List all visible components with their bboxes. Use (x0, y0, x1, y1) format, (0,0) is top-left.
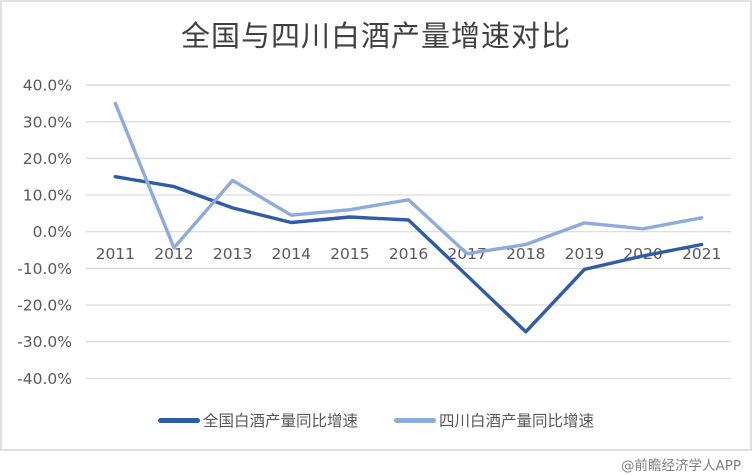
x-axis-tick-label: 2011 (96, 245, 135, 263)
legend-label-sichuan: 四川白酒产量同比增速 (439, 412, 595, 430)
y-axis-tick-label: 30.0% (23, 113, 72, 131)
x-axis-tick-label: 2013 (213, 245, 252, 263)
x-axis-tick-label: 2018 (506, 245, 545, 263)
series-line-1 (113, 101, 704, 256)
y-axis-tick-label: 40.0% (23, 77, 72, 95)
y-axis-tick-label: 0.0% (33, 223, 72, 241)
legend-item-sichuan: 四川白酒产量同比增速 (394, 409, 594, 431)
y-axis-tick-label: -20.0% (17, 297, 72, 315)
watermark: @前瞻经济学人APP (620, 458, 741, 474)
line-chart-plot-area: 40.0% 30.0% 20.0% 10.0% 0.0% -10.0% -20.0% -30.… (17, 77, 731, 388)
x-axis-tick-label: 2012 (154, 245, 193, 263)
x-axis-tick-label: 2021 (682, 245, 721, 263)
chart-legend: 全国白酒产量同比增速 四川白酒产量同比增速 (2, 409, 750, 431)
y-axis-tick-label: -40.0% (17, 370, 72, 388)
chart-card: 全国与四川白酒产量增速对比 40.0% 30.0% 20.0% 10.0% 0.0% -1… (0, 0, 752, 451)
y-axis-tick-label: 20.0% (23, 150, 72, 168)
x-axis-tick-label: 2014 (272, 245, 311, 263)
x-axis-tick-label: 2015 (330, 245, 369, 263)
y-axis-tick-label: -30.0% (17, 333, 72, 351)
sichuan-line-swatch-icon (394, 417, 436, 423)
legend-item-national: 全国白酒产量同比增速 (157, 409, 358, 431)
x-axis-tick-label: 2019 (565, 245, 604, 263)
chart-title: 全国与四川白酒产量增速对比 (180, 19, 571, 53)
legend-label-national: 全国白酒产量同比增速 (202, 412, 358, 430)
y-axis-tick-label: -10.0% (17, 260, 72, 278)
y-axis-tick-label: 10.0% (23, 187, 72, 205)
national-line-swatch-icon (157, 417, 200, 423)
x-axis-tick-label: 2016 (389, 245, 428, 263)
